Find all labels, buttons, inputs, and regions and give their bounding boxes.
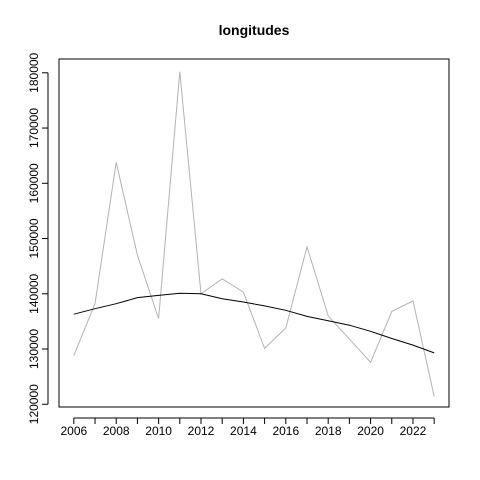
- y-tick-label: 130000: [27, 329, 41, 369]
- chart-title: longitudes: [219, 22, 290, 38]
- x-tick-label: 2008: [103, 424, 130, 438]
- series-line-2: [73, 292, 435, 354]
- x-tick-label: 2016: [272, 424, 299, 438]
- y-tick-label: 150000: [27, 218, 41, 258]
- x-tick-label: 2014: [230, 424, 257, 438]
- y-tick-label: 140000: [27, 273, 41, 313]
- y-tick-label: 180000: [27, 52, 41, 92]
- x-tick-label: 2020: [357, 424, 384, 438]
- y-tick-label: 120000: [27, 384, 41, 424]
- series-line-1: [73, 71, 435, 397]
- plot-frame: [58, 58, 450, 408]
- x-axis: 2006 2008 2010 2012 2014 2016 2018 2020 2022: [60, 417, 435, 438]
- y-tick-label: 170000: [27, 108, 41, 148]
- series-layer: [73, 71, 435, 397]
- y-axis: 120000 130000 140000 150000 160000 170000 1800…: [27, 52, 49, 424]
- y-tick-label: 160000: [27, 163, 41, 203]
- x-tick-label: 2012: [188, 424, 215, 438]
- x-tick-label: 2022: [400, 424, 427, 438]
- x-tick-label: 2018: [315, 424, 342, 438]
- x-tick-label: 2006: [60, 424, 87, 438]
- x-tick-label: 2010: [145, 424, 172, 438]
